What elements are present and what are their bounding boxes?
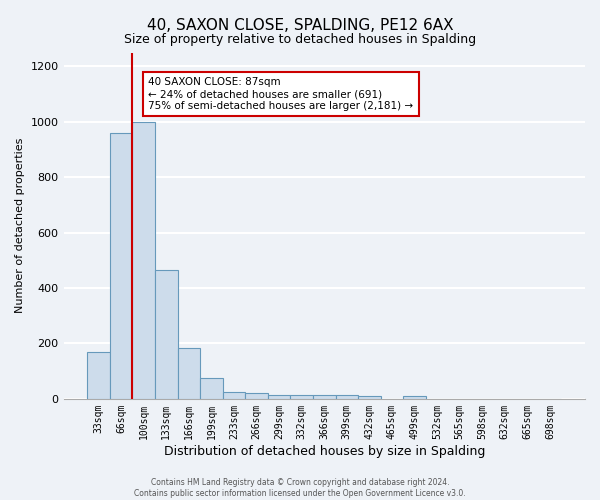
Bar bbox=[358, 396, 381, 399]
Bar bbox=[245, 394, 268, 399]
Text: Contains HM Land Registry data © Crown copyright and database right 2024.
Contai: Contains HM Land Registry data © Crown c… bbox=[134, 478, 466, 498]
Bar bbox=[110, 133, 133, 399]
Text: Size of property relative to detached houses in Spalding: Size of property relative to detached ho… bbox=[124, 32, 476, 46]
Bar bbox=[335, 394, 358, 399]
Text: 40 SAXON CLOSE: 87sqm
← 24% of detached houses are smaller (691)
75% of semi-det: 40 SAXON CLOSE: 87sqm ← 24% of detached … bbox=[148, 78, 413, 110]
Y-axis label: Number of detached properties: Number of detached properties bbox=[15, 138, 25, 314]
Bar bbox=[133, 122, 155, 399]
Bar bbox=[268, 394, 290, 399]
Bar bbox=[87, 352, 110, 399]
Text: 40, SAXON CLOSE, SPALDING, PE12 6AX: 40, SAXON CLOSE, SPALDING, PE12 6AX bbox=[146, 18, 454, 32]
Bar bbox=[178, 348, 200, 399]
Bar bbox=[223, 392, 245, 399]
Bar bbox=[403, 396, 426, 399]
Bar bbox=[200, 378, 223, 399]
Bar bbox=[155, 270, 178, 399]
Bar bbox=[313, 394, 335, 399]
Bar bbox=[290, 394, 313, 399]
X-axis label: Distribution of detached houses by size in Spalding: Distribution of detached houses by size … bbox=[164, 444, 485, 458]
